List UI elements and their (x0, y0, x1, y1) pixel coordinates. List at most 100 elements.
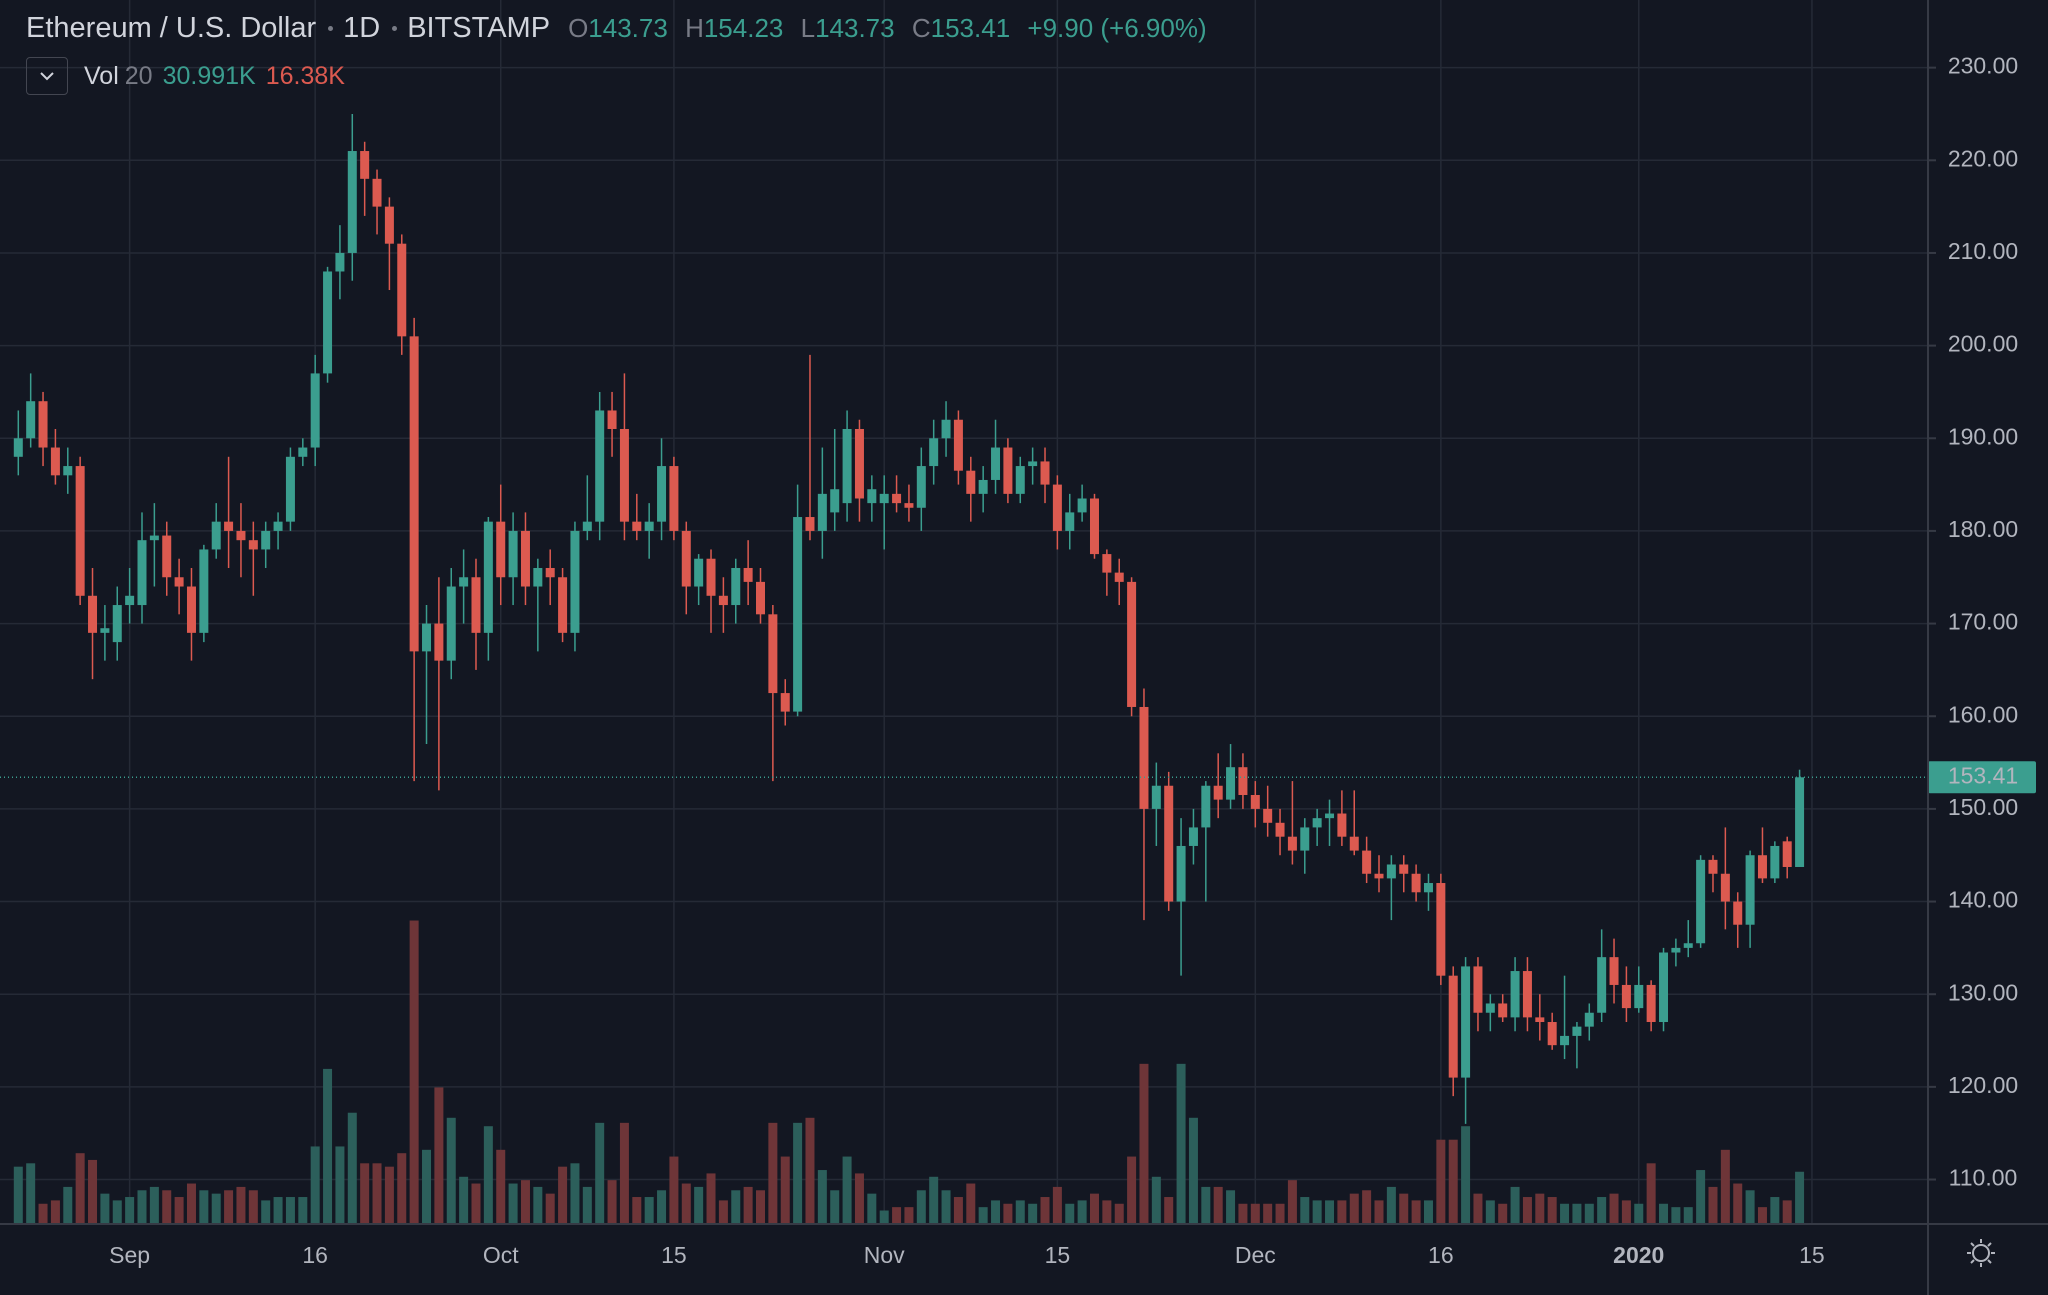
candle-body (743, 567, 753, 582)
volume-bar (1028, 1203, 1038, 1224)
candle-body (941, 419, 951, 439)
candle-body (1547, 1022, 1557, 1046)
volume-bar (929, 1176, 939, 1224)
interval[interactable]: 1D (343, 11, 381, 44)
overlay: 110.00 120.00 130.00 140.00 150.00 160.00 170.… (0, 53, 2036, 1268)
volume-bar (991, 1200, 1001, 1224)
candle-body (1015, 466, 1025, 494)
volume-bar (422, 1149, 432, 1224)
volume-bar (1325, 1200, 1335, 1224)
volume-bar (743, 1186, 753, 1224)
ohlc-value: 143.73 (588, 12, 668, 43)
volume-bar (978, 1207, 988, 1224)
candle-body (1089, 498, 1099, 555)
candle-body (830, 489, 840, 513)
candle-body (1461, 966, 1471, 1078)
volume-bar (335, 1146, 345, 1224)
volume-bar (496, 1149, 506, 1224)
x-tick-label: 16 (1428, 1242, 1454, 1268)
candle-body (149, 535, 159, 541)
candle-body (483, 521, 493, 633)
candle-body (916, 466, 926, 508)
x-tick-label: 15 (661, 1242, 687, 1268)
candle-body (335, 252, 345, 272)
volume-bar (780, 1156, 790, 1224)
exchange: BITSTAMP (407, 11, 551, 44)
candle-body (1696, 859, 1706, 944)
ohlc-value: 153.41 (930, 12, 1011, 43)
candle-body (1065, 512, 1075, 531)
volume-bar (459, 1176, 469, 1224)
candle-body (805, 517, 815, 531)
volume-bar (1139, 1063, 1149, 1224)
volume-bar (1708, 1186, 1718, 1224)
candle-body (323, 271, 333, 374)
volume-bar (323, 1068, 333, 1224)
volume-bar (1485, 1200, 1495, 1224)
candle-body (384, 206, 394, 244)
volume-bar (904, 1207, 914, 1224)
candle-body (632, 521, 642, 531)
volume-bar (1621, 1200, 1631, 1224)
volume-bar (211, 1193, 221, 1224)
volume-bar (706, 1173, 716, 1224)
candle-body (879, 493, 889, 504)
volume-bar (236, 1186, 246, 1224)
volume-bar (1547, 1197, 1557, 1224)
candle-body (1238, 767, 1248, 795)
settings-icon[interactable] (1967, 1239, 1995, 1267)
candle-body (1300, 827, 1310, 851)
volume-bar (1300, 1197, 1310, 1224)
volume-bar (508, 1183, 518, 1224)
candle-body (1003, 447, 1013, 494)
volume-bar (1584, 1203, 1594, 1224)
candle-body (1188, 827, 1198, 846)
volume-bar (1720, 1149, 1730, 1224)
volume-bar (644, 1197, 654, 1224)
candle-body (1201, 785, 1211, 828)
candle-body (360, 151, 370, 179)
candle-body (1510, 971, 1520, 1018)
candle-body (224, 521, 234, 531)
volume-bar (533, 1186, 543, 1224)
candle-body (298, 447, 308, 457)
volume-bar (582, 1186, 592, 1224)
x-tick-label: Nov (864, 1242, 905, 1268)
volume-bar (38, 1203, 48, 1224)
volume-bar (768, 1122, 778, 1224)
collapse-button[interactable] (26, 57, 68, 95)
candle-body (63, 466, 73, 476)
volume-bar (1535, 1193, 1545, 1224)
volume-bar (1473, 1193, 1483, 1224)
candle-body (459, 577, 469, 587)
y-tick-label: 210.00 (1948, 238, 2018, 264)
volume-bar (669, 1156, 679, 1224)
candle-body (1782, 841, 1792, 867)
volume-bar (854, 1173, 864, 1224)
volume-bar (112, 1200, 122, 1224)
candle-body (1683, 943, 1693, 948)
candle-body (1584, 1012, 1594, 1027)
volume-bar (867, 1193, 877, 1224)
candle-body (88, 595, 98, 633)
volume-bar (1312, 1200, 1322, 1224)
candle-body (1522, 971, 1532, 1018)
candle-body (867, 489, 877, 504)
y-tick-label: 140.00 (1948, 887, 2018, 913)
volume-bar (298, 1197, 308, 1224)
volume-bar (224, 1190, 234, 1224)
candle-body (75, 466, 85, 596)
candle-body (681, 530, 691, 587)
volume-average: 16.38K (265, 61, 345, 90)
volume-bar (1374, 1200, 1384, 1224)
candle-body (1114, 572, 1124, 582)
volume-bar (1263, 1203, 1273, 1224)
candle-body (570, 530, 580, 633)
volume-name: Vol (84, 61, 119, 90)
volume-bar (174, 1197, 184, 1224)
volume-bar (1560, 1203, 1570, 1224)
legend-volume: Vol 20 30.991K 16.38K (26, 56, 355, 96)
candle-body (1572, 1026, 1582, 1036)
volume-bar (1176, 1063, 1186, 1224)
